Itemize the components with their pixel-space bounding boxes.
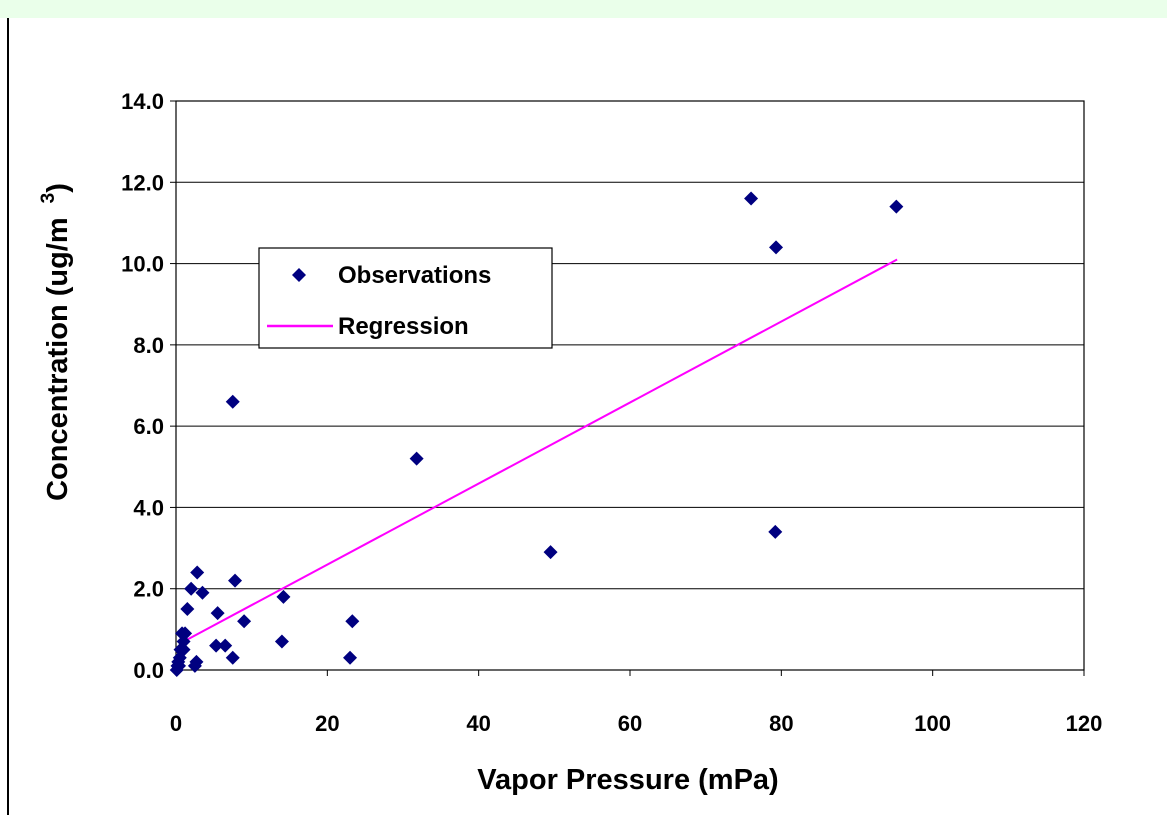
observation-point <box>225 394 240 409</box>
observation-point <box>184 581 199 596</box>
legend-diamond-icon <box>292 268 306 282</box>
observation-point <box>343 650 358 665</box>
y-axis-title-superscript: 3 <box>38 193 59 204</box>
observation-point <box>768 524 783 539</box>
observation-point <box>178 626 193 641</box>
y-tick-label: 6.0 <box>133 414 164 439</box>
y-tick-label: 4.0 <box>133 495 164 520</box>
y-tick-label: 0.0 <box>133 658 164 683</box>
top-band <box>0 0 1167 18</box>
legend: Observations Regression <box>258 247 553 349</box>
x-axis-title: Vapor Pressure (mPa) <box>477 764 778 796</box>
legend-label-observations: Observations <box>338 262 491 289</box>
y-tick-label: 2.0 <box>133 577 164 602</box>
y-tick-label: 14.0 <box>121 89 164 114</box>
series-layer <box>169 191 904 677</box>
observation-point <box>195 585 210 600</box>
y-axis-title-close: ) <box>42 183 74 193</box>
observation-point <box>345 614 360 629</box>
y-tick-label: 12.0 <box>121 170 164 195</box>
observation-point <box>189 654 204 669</box>
left-border-rule <box>7 18 9 815</box>
observation-point <box>769 240 784 255</box>
axis-ticks <box>170 100 1085 676</box>
observation-point <box>274 634 289 649</box>
observation-point <box>744 191 759 206</box>
observation-point <box>409 451 424 466</box>
x-tick-labels: 0 20 40 60 80 100 120 <box>170 711 1102 736</box>
gridlines <box>176 181 1084 590</box>
observation-point <box>543 545 558 560</box>
observation-point <box>209 638 224 653</box>
y-axis-title-main: Concentration (ug/m <box>42 217 74 501</box>
observation-point <box>176 642 191 657</box>
x-tick-label: 80 <box>769 711 793 736</box>
x-tick-label: 0 <box>170 711 182 736</box>
observation-point <box>237 614 252 629</box>
regression-line <box>179 258 898 645</box>
observation-point <box>228 573 243 588</box>
legend-box <box>258 247 553 349</box>
observation-point <box>180 602 195 617</box>
plot-area-frame <box>175 100 1085 671</box>
y-tick-label: 8.0 <box>133 333 164 358</box>
legend-label-regression: Regression <box>338 313 469 340</box>
y-tick-label: 10.0 <box>121 252 164 277</box>
observation-point <box>190 565 205 580</box>
observation-point <box>172 658 187 673</box>
observation-point <box>225 650 240 665</box>
observation-point <box>218 638 233 653</box>
observation-point <box>210 606 225 621</box>
y-tick-labels: 0.0 2.0 4.0 6.0 8.0 10.0 12.0 14.0 <box>121 89 164 683</box>
y-axis-title-group: Concentration (ug/m 3) <box>38 183 74 501</box>
observation-point <box>276 589 291 604</box>
y-axis-title: Concentration (ug/m 3) <box>38 183 74 501</box>
x-tick-label: 100 <box>914 711 951 736</box>
x-tick-label: 40 <box>466 711 490 736</box>
observation-point <box>889 199 904 214</box>
x-tick-label: 120 <box>1066 711 1103 736</box>
x-tick-label: 60 <box>618 711 642 736</box>
x-tick-label: 20 <box>315 711 339 736</box>
